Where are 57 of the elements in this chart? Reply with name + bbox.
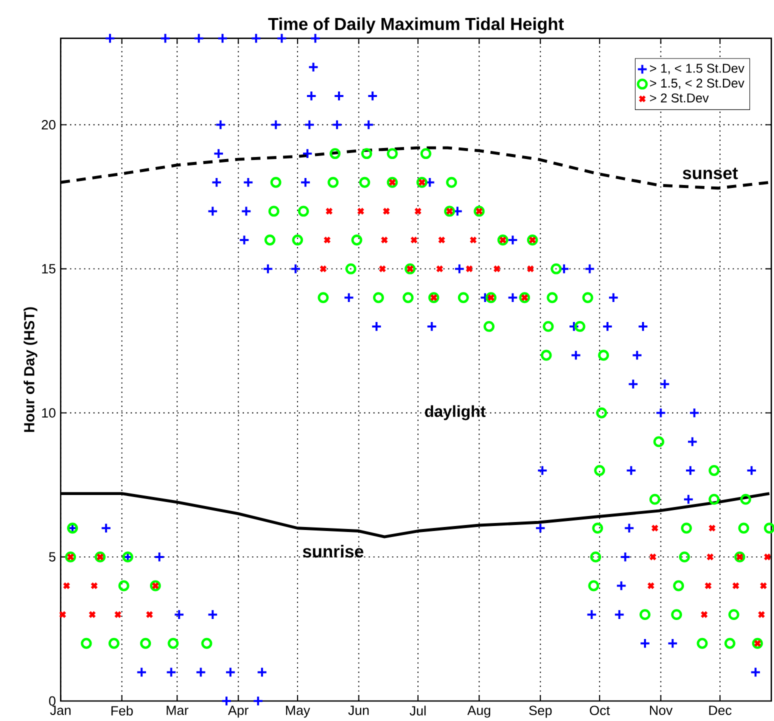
y-tick-label: 10 [42, 408, 56, 418]
point [760, 582, 768, 590]
x-tick-label: Nov [650, 706, 673, 716]
x-tick-label: Dec [709, 706, 732, 716]
x-tick-label: Oct [590, 706, 610, 716]
point [708, 524, 716, 532]
x-tick-label: Aug [467, 706, 490, 718]
legend-label: > 1.5, < 2 St.Dev [650, 78, 744, 90]
point [706, 553, 714, 561]
point [382, 207, 390, 215]
series-label: sunrise [302, 544, 364, 558]
point [414, 207, 422, 215]
point [378, 265, 386, 273]
y-tick-label: 20 [42, 120, 56, 130]
x-tick-label: Jan [50, 706, 71, 716]
legend-label: > 2 St.Dev [650, 93, 709, 102]
x-tick-label: May [286, 706, 310, 718]
point [319, 265, 328, 273]
point [325, 207, 333, 215]
x-tick-label: Jun [348, 706, 369, 716]
point [647, 582, 655, 590]
y-tick-label: 15 [42, 264, 56, 274]
point [466, 265, 474, 273]
legend-label: > 1, < 1.5 St.Dev [650, 64, 744, 74]
point [493, 265, 501, 273]
x-tick-label: Jul [410, 706, 426, 716]
point [323, 236, 331, 244]
point [436, 265, 444, 273]
point [700, 610, 708, 618]
point [146, 610, 154, 618]
point [469, 236, 478, 244]
point [58, 610, 66, 618]
point [438, 236, 446, 244]
point [651, 524, 659, 532]
point [732, 582, 740, 590]
point [62, 582, 70, 590]
x-tick-label: Mar [166, 706, 188, 716]
point [380, 236, 388, 244]
point [88, 610, 96, 618]
y-axis-title: Hour of Day (HST) [24, 307, 38, 432]
point [649, 553, 657, 561]
x-tick-label: Feb [111, 706, 133, 716]
point [704, 582, 712, 590]
series-label: sunset [682, 168, 738, 180]
chart-title: Time of Daily Maximum Tidal Height [268, 17, 564, 34]
y-tick-label: 5 [49, 552, 56, 562]
x-tick-label: Apr [228, 706, 248, 718]
point [526, 265, 534, 273]
point [764, 553, 772, 561]
y-tick-label: 0 [49, 696, 56, 706]
x-tick-label: Sep [529, 706, 552, 718]
point [356, 207, 365, 215]
point [114, 610, 122, 618]
point [90, 582, 98, 590]
point [758, 610, 766, 618]
annotation: daylight [425, 405, 486, 420]
point [410, 236, 418, 244]
